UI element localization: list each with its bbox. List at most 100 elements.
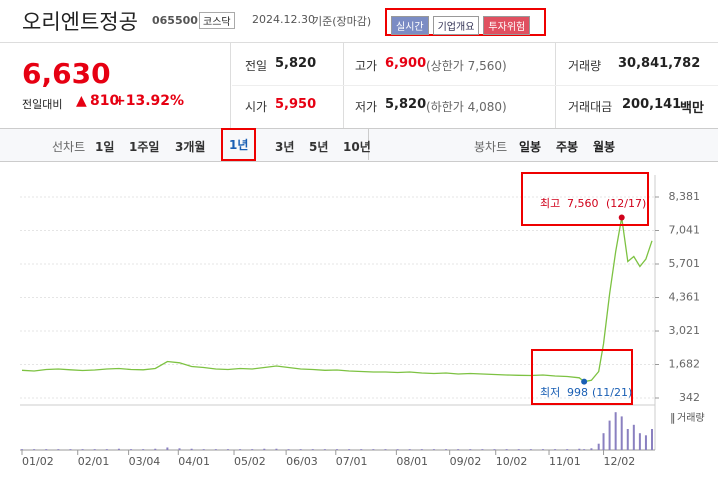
period-tab[interactable]: 1년 xyxy=(221,128,257,161)
period-tab[interactable]: 3개월 xyxy=(175,140,206,154)
stat-label: 시가 xyxy=(245,100,268,114)
volume-bar xyxy=(287,449,290,450)
stat-value: 200,141 xyxy=(622,97,682,112)
y-tick-label: 1,682 xyxy=(669,357,701,370)
annotation-date: (11/21) xyxy=(592,386,632,399)
volume-bar xyxy=(578,448,581,450)
y-tick-label: 7,041 xyxy=(669,224,701,237)
stat-label: 고가 xyxy=(355,59,378,73)
stat-unit: 백만 xyxy=(680,101,704,116)
volume-bar xyxy=(311,449,314,450)
period-tab[interactable]: 1주일 xyxy=(129,140,160,154)
volume-bar xyxy=(93,449,96,450)
stat-note: (하한가 4,080) xyxy=(426,100,507,114)
volume-bar xyxy=(644,435,647,450)
x-tick-label: 06/03 xyxy=(286,455,318,468)
period-tab[interactable]: 5년 xyxy=(309,140,329,154)
annotation-value: 7,560 xyxy=(567,197,599,210)
volume-bar xyxy=(299,449,302,450)
volume-bar xyxy=(226,449,229,450)
line-chart-label: 선차트 xyxy=(52,140,86,154)
volume-bar xyxy=(166,447,169,450)
annotation-value: 998 xyxy=(567,386,588,399)
volume-bar xyxy=(21,449,23,450)
extreme-dot xyxy=(581,378,588,385)
x-tick-label: 09/02 xyxy=(450,455,482,468)
price-line xyxy=(21,217,653,383)
header-button[interactable]: 기업개요 xyxy=(432,16,480,35)
annotation-date: (12/17) xyxy=(606,197,646,210)
candle-tab[interactable]: 일봉 xyxy=(519,140,542,154)
volume-bar xyxy=(420,449,423,450)
header-button[interactable]: 투자위험 xyxy=(483,16,531,35)
volume-bar xyxy=(323,449,326,450)
volume-bar xyxy=(481,449,484,450)
divider xyxy=(368,129,369,160)
change: 810 xyxy=(90,93,120,109)
volume-bar xyxy=(251,449,254,450)
volume-bar xyxy=(384,449,387,450)
period-tab[interactable]: 10년 xyxy=(343,140,371,154)
volume-bar xyxy=(632,424,635,450)
volume-bar xyxy=(638,433,641,450)
period-tab[interactable]: 3년 xyxy=(275,140,295,154)
volume-bar xyxy=(620,416,623,450)
volume-icon: ‖ xyxy=(670,411,676,424)
header-button[interactable]: 실시간 xyxy=(391,16,429,35)
volume-bar xyxy=(202,449,205,450)
stock-code: 065500 xyxy=(152,14,198,27)
volume-bar xyxy=(602,433,605,450)
volume-bar xyxy=(360,449,363,450)
divider xyxy=(232,85,718,86)
volume-bar xyxy=(336,449,338,450)
volume-bar xyxy=(493,449,496,450)
volume-bar xyxy=(590,448,593,450)
stat-value: 5,820 xyxy=(385,97,427,112)
volume-bar xyxy=(190,448,193,450)
volume-bar xyxy=(130,449,133,450)
volume-bar xyxy=(614,412,617,450)
candle-chart-label: 봉차트 xyxy=(474,140,508,154)
y-tick-label: 4,361 xyxy=(669,291,701,304)
change-rate: +13.92% xyxy=(114,93,185,109)
volume-bar xyxy=(554,449,557,450)
volume-bar xyxy=(57,449,60,450)
volume-bar xyxy=(396,449,399,450)
volume-bar xyxy=(469,449,472,450)
volume-bar xyxy=(566,449,569,450)
x-tick-label: 10/02 xyxy=(496,455,528,468)
stock-name: 오리엔트정공 xyxy=(22,10,138,34)
candle-tab[interactable]: 주봉 xyxy=(556,140,579,154)
market-badge: 코스닥 xyxy=(199,12,235,29)
volume-bar xyxy=(214,449,217,450)
period-tab[interactable]: 1일 xyxy=(95,140,115,154)
candle-tab[interactable]: 월봉 xyxy=(593,140,616,154)
volume-bar xyxy=(69,449,72,450)
volume-bar xyxy=(651,429,653,450)
y-tick-label: 342 xyxy=(679,391,700,404)
stat-label: 전일 xyxy=(245,59,268,73)
divider xyxy=(230,43,231,128)
divider xyxy=(0,42,718,43)
volume-bar xyxy=(445,449,448,450)
basis: 기준(장마감) xyxy=(312,15,372,28)
x-tick-label: 05/02 xyxy=(234,455,266,468)
x-tick-label: 11/01 xyxy=(549,455,581,468)
volume-bar xyxy=(81,449,84,450)
volume-bar xyxy=(457,449,460,450)
stat-label: 저가 xyxy=(355,100,378,114)
volume-bar xyxy=(626,429,629,450)
volume-bar xyxy=(239,449,242,450)
volume-bar xyxy=(117,448,120,450)
tab-bar xyxy=(0,128,718,162)
change-label: 전일대비 xyxy=(22,98,63,111)
volume-bar xyxy=(541,449,544,450)
date: 2024.12.30 xyxy=(252,13,315,26)
x-tick-label: 07/01 xyxy=(336,455,368,468)
volume-bar xyxy=(517,449,520,450)
volume-bar xyxy=(33,449,36,450)
current-price: 6,630 xyxy=(22,57,111,90)
volume-bar xyxy=(275,448,278,450)
